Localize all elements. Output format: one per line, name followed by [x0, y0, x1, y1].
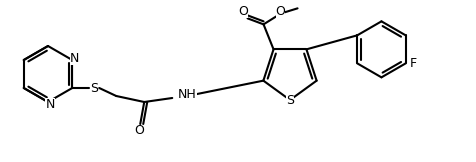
Text: O: O	[134, 125, 144, 138]
Text: S: S	[90, 81, 98, 94]
Text: NH: NH	[178, 88, 197, 102]
Text: O: O	[276, 5, 286, 18]
Text: N: N	[45, 98, 55, 110]
Text: S: S	[286, 94, 294, 108]
Text: N: N	[69, 52, 79, 64]
Text: F: F	[410, 57, 417, 70]
Text: O: O	[238, 5, 248, 18]
